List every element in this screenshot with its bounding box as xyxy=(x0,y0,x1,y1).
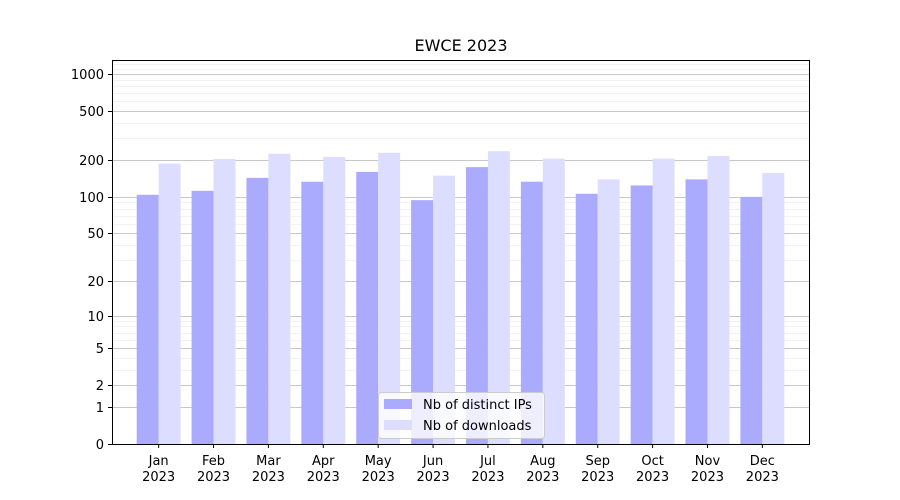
y-tick-label: 10 xyxy=(87,310,104,325)
legend-swatch xyxy=(384,420,412,430)
legend-label: Nb of distinct IPs xyxy=(423,398,532,413)
y-tick-label: 500 xyxy=(79,105,104,120)
bar xyxy=(356,171,379,444)
bar xyxy=(301,181,324,444)
x-tick-label-month: Jan xyxy=(148,454,169,469)
bar xyxy=(542,158,565,444)
x-tick-label-year: 2023 xyxy=(417,470,450,485)
y-tick-label: 1 xyxy=(96,401,104,416)
x-tick-label-month: Aug xyxy=(530,454,555,469)
bar xyxy=(597,179,620,444)
bar xyxy=(707,155,730,444)
bar xyxy=(246,177,269,444)
y-tick-label: 200 xyxy=(79,154,104,169)
y-tick-label: 1000 xyxy=(71,68,104,83)
x-tick-label-year: 2023 xyxy=(471,470,504,485)
bar xyxy=(191,190,214,444)
bar xyxy=(465,167,488,444)
bar xyxy=(158,163,181,444)
y-tick-label: 2 xyxy=(96,379,104,394)
x-tick-label-month: Feb xyxy=(202,454,225,469)
legend-swatch xyxy=(384,399,412,409)
x-tick-label-year: 2023 xyxy=(362,470,395,485)
bar xyxy=(213,158,236,444)
legend-box xyxy=(378,392,545,439)
y-tick-label: 100 xyxy=(79,191,104,206)
x-tick-label-year: 2023 xyxy=(142,470,175,485)
x-tick-label-month: Nov xyxy=(695,454,721,469)
bar xyxy=(136,194,159,444)
bar xyxy=(685,179,708,444)
x-tick-label-month: Apr xyxy=(312,454,335,469)
x-tick-label-month: Oct xyxy=(641,454,663,469)
y-tick-label: 50 xyxy=(87,227,104,242)
x-tick-label-year: 2023 xyxy=(746,470,779,485)
x-tick-label-month: Jun xyxy=(422,454,443,469)
bar xyxy=(433,175,456,444)
x-tick-label-month: Dec xyxy=(750,454,775,469)
x-tick-label-month: Mar xyxy=(256,454,281,469)
y-tick-label: 5 xyxy=(96,342,104,357)
x-tick-label-year: 2023 xyxy=(197,470,230,485)
legend-label: Nb of downloads xyxy=(423,419,532,434)
bar xyxy=(652,158,675,444)
x-tick-label-month: May xyxy=(365,454,392,469)
bar xyxy=(575,193,598,444)
x-axis: Jan2023Feb2023Mar2023Apr2023May2023Jun20… xyxy=(142,444,779,485)
x-tick-label-year: 2023 xyxy=(636,470,669,485)
bar xyxy=(268,153,291,445)
bar xyxy=(323,156,346,444)
legend: Nb of distinct IPs Nb of downloads xyxy=(378,392,545,439)
bars-layer xyxy=(136,151,785,445)
x-tick-label-year: 2023 xyxy=(691,470,724,485)
x-tick-label-year: 2023 xyxy=(307,470,340,485)
bar xyxy=(520,181,543,444)
y-axis: 0 1 2 5 10 20 50 100 200 500 1000 xyxy=(71,68,112,453)
x-tick-label-year: 2023 xyxy=(526,470,559,485)
x-tick-label-month: Sep xyxy=(585,454,610,469)
bar xyxy=(487,151,510,444)
x-tick-label-year: 2023 xyxy=(252,470,285,485)
y-tick-label: 20 xyxy=(87,275,104,290)
plot-frame xyxy=(112,60,810,445)
bar xyxy=(630,185,653,444)
y-tick-label: 0 xyxy=(96,438,104,453)
chart-title: EWCE 2023 xyxy=(414,36,507,55)
x-tick-label-year: 2023 xyxy=(581,470,614,485)
bar xyxy=(411,200,434,444)
bar xyxy=(378,152,401,445)
bar xyxy=(740,196,763,444)
bar xyxy=(762,172,785,444)
x-tick-label-month: Jul xyxy=(479,454,496,469)
